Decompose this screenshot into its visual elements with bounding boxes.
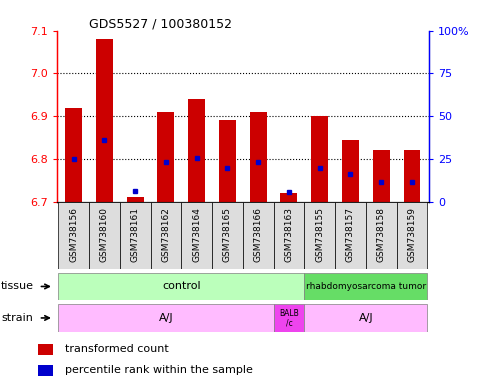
Text: A/J: A/J bbox=[358, 313, 373, 323]
Bar bbox=[58, 273, 304, 300]
Text: GSM738157: GSM738157 bbox=[346, 207, 355, 262]
Bar bbox=[274, 202, 304, 269]
Bar bbox=[181, 202, 212, 269]
Bar bbox=[250, 112, 267, 202]
Text: strain: strain bbox=[1, 313, 33, 323]
Text: GSM738159: GSM738159 bbox=[408, 207, 417, 262]
Bar bbox=[311, 116, 328, 202]
Bar bbox=[127, 197, 143, 202]
Bar bbox=[38, 365, 54, 376]
Bar bbox=[396, 202, 427, 269]
Bar bbox=[58, 202, 89, 269]
Bar bbox=[304, 273, 427, 300]
Text: rhabdomyosarcoma tumor: rhabdomyosarcoma tumor bbox=[306, 282, 426, 291]
Bar bbox=[120, 202, 150, 269]
Bar bbox=[157, 112, 175, 202]
Text: GDS5527 / 100380152: GDS5527 / 100380152 bbox=[89, 17, 232, 30]
Text: control: control bbox=[162, 281, 201, 291]
Bar bbox=[366, 202, 396, 269]
Text: GSM738164: GSM738164 bbox=[192, 207, 201, 262]
Bar bbox=[281, 193, 297, 202]
Text: GSM738155: GSM738155 bbox=[315, 207, 324, 262]
Bar bbox=[150, 202, 181, 269]
Bar bbox=[89, 202, 120, 269]
Bar bbox=[38, 344, 54, 355]
Bar bbox=[243, 202, 274, 269]
Text: GSM738158: GSM738158 bbox=[377, 207, 386, 262]
Bar bbox=[373, 150, 389, 202]
Bar bbox=[96, 39, 113, 202]
Text: GSM738160: GSM738160 bbox=[100, 207, 109, 262]
Bar bbox=[188, 99, 205, 202]
Text: GSM738156: GSM738156 bbox=[69, 207, 78, 262]
Bar bbox=[404, 150, 421, 202]
Text: A/J: A/J bbox=[159, 313, 173, 323]
Text: GSM738163: GSM738163 bbox=[284, 207, 293, 262]
Bar bbox=[342, 140, 359, 202]
Bar bbox=[335, 202, 366, 269]
Bar bbox=[304, 202, 335, 269]
Text: transformed count: transformed count bbox=[65, 344, 168, 354]
Text: GSM738165: GSM738165 bbox=[223, 207, 232, 262]
Bar bbox=[65, 108, 82, 202]
Bar bbox=[219, 121, 236, 202]
Bar bbox=[58, 304, 274, 332]
Text: tissue: tissue bbox=[1, 281, 34, 291]
Text: BALB
/c: BALB /c bbox=[279, 309, 299, 327]
Text: percentile rank within the sample: percentile rank within the sample bbox=[65, 366, 252, 376]
Bar bbox=[212, 202, 243, 269]
Text: GSM738162: GSM738162 bbox=[161, 207, 171, 262]
Bar bbox=[274, 304, 304, 332]
Text: GSM738166: GSM738166 bbox=[254, 207, 263, 262]
Bar bbox=[304, 304, 427, 332]
Text: GSM738161: GSM738161 bbox=[131, 207, 140, 262]
